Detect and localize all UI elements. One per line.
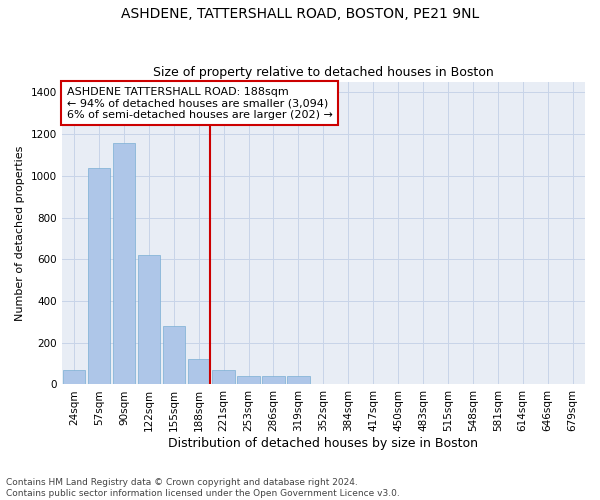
Bar	[287, 376, 310, 384]
Bar	[188, 360, 210, 384]
Bar	[163, 326, 185, 384]
Bar	[212, 370, 235, 384]
Y-axis label: Number of detached properties: Number of detached properties	[15, 146, 25, 321]
Bar	[113, 142, 135, 384]
Text: Contains HM Land Registry data © Crown copyright and database right 2024.
Contai: Contains HM Land Registry data © Crown c…	[6, 478, 400, 498]
Bar	[262, 376, 285, 384]
Title: Size of property relative to detached houses in Boston: Size of property relative to detached ho…	[153, 66, 494, 80]
Bar	[88, 168, 110, 384]
Bar	[238, 376, 260, 384]
Text: ASHDENE TATTERSHALL ROAD: 188sqm
← 94% of detached houses are smaller (3,094)
6%: ASHDENE TATTERSHALL ROAD: 188sqm ← 94% o…	[67, 86, 333, 120]
Text: ASHDENE, TATTERSHALL ROAD, BOSTON, PE21 9NL: ASHDENE, TATTERSHALL ROAD, BOSTON, PE21 …	[121, 8, 479, 22]
Bar	[63, 370, 85, 384]
Bar	[137, 255, 160, 384]
X-axis label: Distribution of detached houses by size in Boston: Distribution of detached houses by size …	[169, 437, 478, 450]
